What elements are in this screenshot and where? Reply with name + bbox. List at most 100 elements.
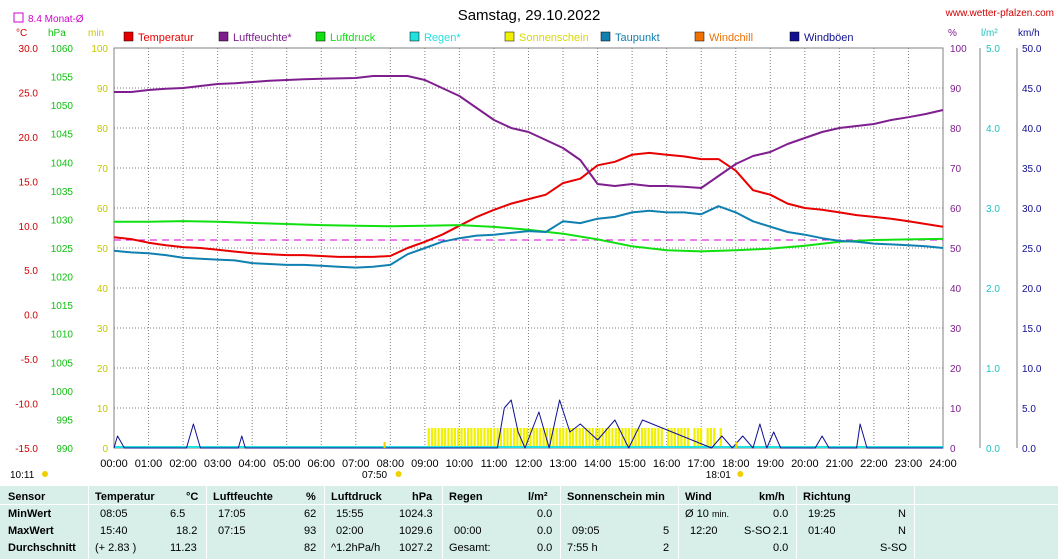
rain-tick-label: 5.0 <box>986 44 1000 55</box>
humidity-tick-label: 70 <box>950 164 962 175</box>
sunshine-bar <box>549 428 552 448</box>
sunshine-bar <box>516 428 519 448</box>
time-tick-label: 20:00 <box>791 458 819 470</box>
stats-min-direction-time: 19:25 <box>808 508 836 520</box>
sunshine-tick-label: 10 <box>97 404 109 415</box>
sunshine-bar <box>430 428 434 448</box>
sunshine-bar <box>565 428 568 448</box>
sunshine-tick-label: 90 <box>97 84 109 95</box>
stats-avg-rain-label: Gesamt: <box>449 542 491 554</box>
legend-swatch <box>123 31 134 42</box>
wind-tick-label: 50.0 <box>1022 44 1042 55</box>
sunshine-bar <box>611 428 614 448</box>
sunshine-bar <box>486 428 489 448</box>
time-tick-label: 17:00 <box>687 458 715 470</box>
stats-max-wind-time: 12:20 <box>690 525 718 537</box>
time-tick-label: 13:00 <box>549 458 577 470</box>
temp-tick-label: 25.0 <box>19 88 39 99</box>
sunshine-bar <box>512 428 516 448</box>
pressure-tick-label: 1060 <box>51 44 74 55</box>
sunshine-bar <box>601 428 604 448</box>
sunshine-bar <box>480 428 483 448</box>
wind-tick-label: 5.0 <box>1022 404 1036 415</box>
unit-min: min <box>88 28 104 39</box>
stats-min-temp-time: 08:05 <box>100 508 128 520</box>
legend-swatch <box>409 31 420 42</box>
stats-avg-temp-value: 11.23 <box>170 542 197 554</box>
legend-label: Windchill <box>709 32 753 44</box>
temp-tick-label: 15.0 <box>19 177 39 188</box>
sunshine-bar <box>552 428 555 448</box>
weather-chart: 30.0 25.0 20.0 15.0 10.0 5.0 0.0 -5.0 -10.0 -15.0… <box>10 7 1054 481</box>
humidity-tick-label: 30 <box>950 324 962 335</box>
unit-percent: % <box>948 28 957 39</box>
stats-avg-rain-value: 0.0 <box>537 542 553 554</box>
stats-min-direction-value: N <box>898 508 906 520</box>
stats-max-label: MaxWert <box>8 525 54 537</box>
temp-tick-label: 0.0 <box>24 311 38 322</box>
rain-tick-label: 3.0 <box>986 204 1000 215</box>
stats-table: Sensor Temperatur °C Luftfeuchte % Luftd… <box>0 486 1058 559</box>
stats-min-rain-value: 0.0 <box>537 508 553 520</box>
stats-max-rain-value: 0.0 <box>537 525 553 537</box>
humidity-tick-label: 80 <box>950 124 962 135</box>
sunshine-bar <box>453 428 457 448</box>
time-tick-label: 08:00 <box>377 458 405 470</box>
legend-swatch <box>694 31 705 42</box>
time-tick-label: 23:00 <box>895 458 923 470</box>
legend-label: Temperatur <box>138 32 194 44</box>
stats-header-direction: Richtung <box>803 491 851 503</box>
time-tick-label: 10:00 <box>446 458 474 470</box>
sunrise-icon <box>395 471 402 477</box>
time-tick-label: 07:00 <box>342 458 370 470</box>
pressure-tick-label: 1015 <box>51 301 74 312</box>
stats-max-pressure-time: 02:00 <box>336 525 364 537</box>
axis-ticks: 30.0 25.0 20.0 15.0 10.0 5.0 0.0 -5.0 -10.0 -15.0… <box>15 44 1042 481</box>
time-tick-label: 00:00 <box>100 458 128 470</box>
series-line-luftfeuchte <box>114 75 944 189</box>
time-tick-label: 11:00 <box>481 458 508 470</box>
time-tick-label: 19:00 <box>757 458 785 470</box>
stats-header-wind-unit: km/h <box>759 491 785 503</box>
humidity-tick-label: 40 <box>950 284 962 295</box>
legend-label: Luftfeuchte* <box>233 32 292 44</box>
pressure-tick-label: 1000 <box>51 387 74 398</box>
rain-tick-label: 1.0 <box>986 364 1000 375</box>
pressure-tick-label: 1005 <box>51 358 74 369</box>
sunshine-bar <box>581 428 585 448</box>
sunshine-bar <box>706 428 709 448</box>
stats-avg-sunshine-duration: 7:55 h <box>567 542 598 554</box>
unit-wind: km/h <box>1018 28 1040 39</box>
stats-avg-pressure-trend: ^1.2hPa/h <box>331 542 381 554</box>
sunshine-tick-label: 80 <box>97 124 109 135</box>
sunset-icon <box>737 471 744 477</box>
stats-header-humidity-unit: % <box>306 491 316 503</box>
wind-tick-label: 25.0 <box>1022 244 1042 255</box>
sunshine-bar <box>654 428 657 448</box>
stats-min-pressure-value: 1024.3 <box>399 508 433 520</box>
sunshine-bar <box>463 428 466 448</box>
sunshine-bar <box>460 428 463 448</box>
pressure-tick-label: 1045 <box>51 130 74 141</box>
temp-tick-label: 30.0 <box>19 44 39 55</box>
unit-temp: °C <box>16 28 27 39</box>
stats-min-humidity-time: 17:05 <box>218 508 246 520</box>
sunshine-bar <box>539 428 542 448</box>
pressure-tick-label: 990 <box>56 444 73 455</box>
sunshine-bar <box>640 428 644 448</box>
sunshine-bar <box>526 428 529 448</box>
sunshine-bar <box>545 428 548 448</box>
stats-max-temp-value: 18.2 <box>176 525 198 537</box>
monthly-avg-label: 8.4 Monat-Ø <box>28 14 84 25</box>
wind-tick-label: 30.0 <box>1022 204 1042 215</box>
sunshine-bar <box>575 428 578 448</box>
series-line-windböen <box>113 399 943 449</box>
wind-tick-label: 15.0 <box>1022 324 1042 335</box>
sunshine-bar <box>677 428 680 448</box>
time-tick-label: 21:00 <box>826 458 854 470</box>
stats-avg-temp-trend: (+ 2.83 ) <box>95 542 137 554</box>
stats-header-pressure: Luftdruck <box>331 491 382 503</box>
sunshine-bar <box>713 428 716 448</box>
sunshine-bar <box>568 428 571 448</box>
temp-tick-label: -15.0 <box>15 444 38 455</box>
